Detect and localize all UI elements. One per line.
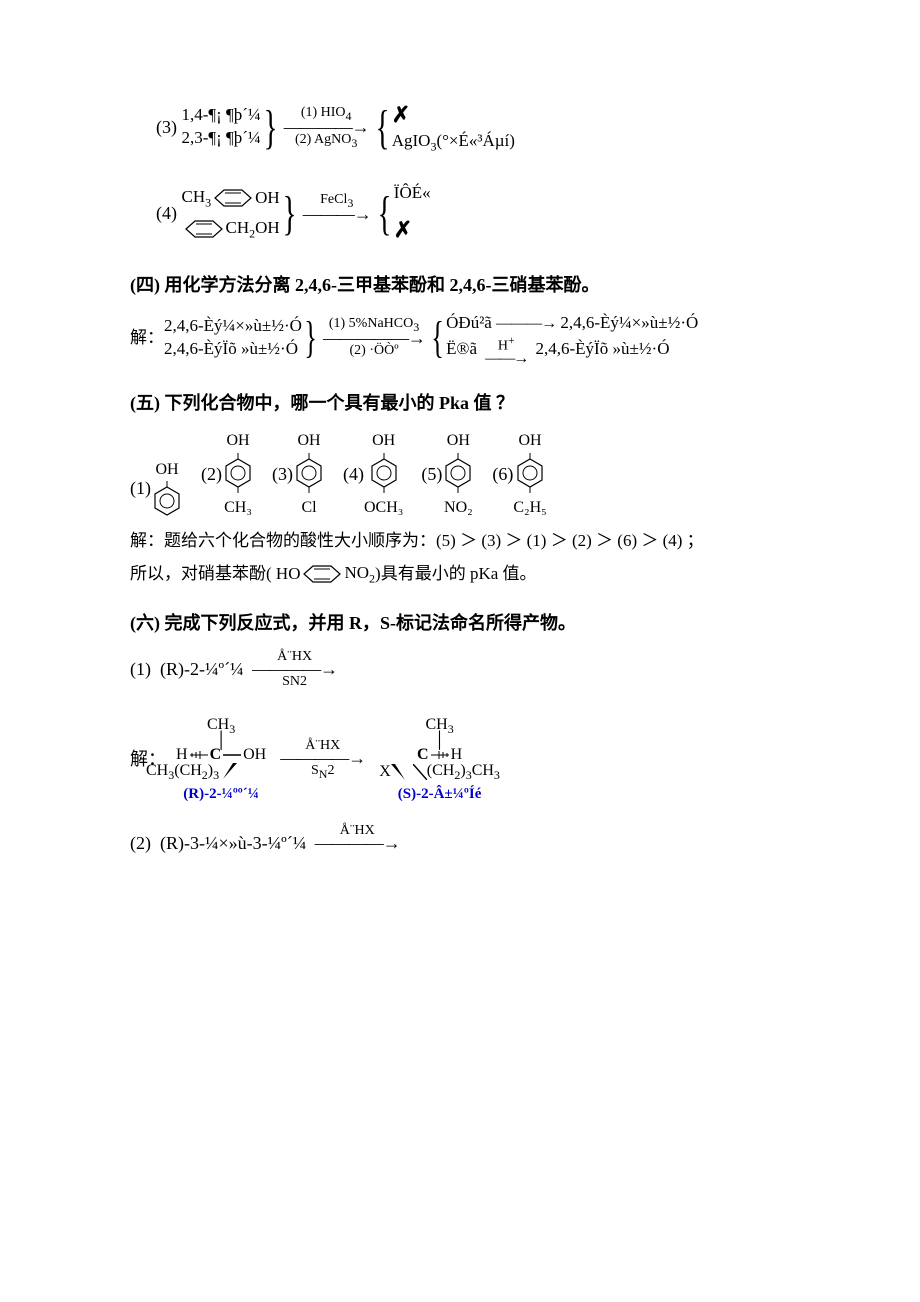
x-mark: ✗ — [392, 100, 515, 130]
x-mark: ✗ — [394, 215, 431, 245]
bond-icon — [221, 749, 243, 761]
benzene-icon — [151, 481, 183, 519]
wedge-icon — [429, 749, 451, 761]
molecule-right: CH3 │ C H X (CH2)3CH3 (S)-2-Â±¼ºÍé — [379, 717, 500, 802]
benzene-icon — [300, 563, 344, 585]
item-number: (1) — [130, 657, 151, 682]
reaction-4: (4) CH3 OH CH2OH } FeCl3 ———→ { ÏÔÉ« ✗ — [156, 182, 800, 245]
bond-icon — [391, 764, 405, 780]
molecule-label: (R)-2-¼ºº´¼ — [183, 787, 259, 802]
section-5-answer-2: 所以，对硝基苯酚( HO NO2 )具有最小的 pKa 值。 — [130, 561, 800, 587]
benzene-icon — [222, 453, 254, 497]
reaction-6-2: (2) (R)-3-¼×»ù-3-¼º´¼ Å¨HX ————→ — [130, 824, 800, 863]
benzene-icon — [514, 453, 546, 497]
reaction-arrow: Å¨HX ————→ — [315, 824, 400, 863]
item-number: (3) — [156, 115, 177, 140]
reactant-top: 1,4-¶¡ ¶þ´¼ — [182, 104, 261, 127]
reaction-6-1: (1) (R)-2-¼º´¼ Å¨HX ————→ SN2 — [130, 650, 800, 689]
benzene-icon — [182, 218, 226, 240]
benzene-icon — [293, 453, 325, 497]
benzene-icon — [442, 453, 474, 497]
compound-top: CH3 OH — [182, 186, 280, 211]
reaction-arrow: (1) HIO4 ————→ (2) AgNO3 — [284, 106, 369, 148]
compound-bot: CH2OH — [182, 217, 280, 242]
item-number: (2) — [130, 831, 151, 856]
bond-icon — [223, 763, 237, 779]
reactant-bot: 2,3-¶¡ ¶þ´¼ — [182, 127, 261, 150]
reaction-arrow: Å¨HX ————→ SN2 — [252, 650, 337, 689]
compound-list: (1) OH (2) OH CH₃ (3) OH Cl (4) OH OCH₃ … — [130, 430, 800, 519]
molecule-left: CH3 │ H C OH CH3(CH2)3 (R)-2-¼ºº´¼ — [176, 717, 266, 802]
section-5-answer-1: 解：题给六个化合物的酸性大小顺序为：(5) ＞ (3) ＞ (1) ＞ (2) … — [130, 529, 800, 553]
molecule-label: (S)-2-Â±¼ºÍé — [398, 787, 482, 802]
bond-icon — [413, 764, 427, 780]
reaction-arrow: Å¨HX ————→ SN2 — [280, 739, 365, 780]
section-4-answer: 解： 2,4,6-Èý¼×»ù±½·Ó 2,4,6-ÈýÏõ »ù±½·Ó } … — [130, 312, 800, 363]
answer-label: 解： — [130, 326, 164, 350]
reaction-6-1-answer: 解： CH3 │ H C OH CH3(CH2)3 (R)-2-¼ºº´¼ Å¨… — [130, 717, 800, 802]
item-number: (4) — [156, 201, 177, 226]
product-bot: AgIO3(°×É«³Áµí) — [392, 130, 515, 155]
benzene-icon — [211, 187, 255, 209]
reaction-arrow: FeCl3 ———→ — [303, 193, 371, 234]
section-4-heading: (四) 用化学方法分离 2,4,6-三甲基苯酚和 2,4,6-三硝基苯酚。 — [130, 273, 800, 298]
section-6-heading: (六) 完成下列反应式，并用 R，S-标记法命名所得产物。 — [130, 611, 800, 636]
reaction-arrow: (1) 5%NaHCO3 —————→ (2) ·ÖÒº — [323, 317, 425, 358]
wedge-icon — [188, 749, 210, 761]
section-5-heading: (五) 下列化合物中，哪一个具有最小的 Pka 值 ？ — [130, 391, 800, 416]
result-top: ÏÔÉ« — [394, 182, 431, 205]
benzene-icon — [368, 453, 400, 497]
reaction-3: (3) 1,4-¶¡ ¶þ´¼ 2,3-¶¡ ¶þ´¼ } (1) HIO4 —… — [156, 100, 800, 154]
